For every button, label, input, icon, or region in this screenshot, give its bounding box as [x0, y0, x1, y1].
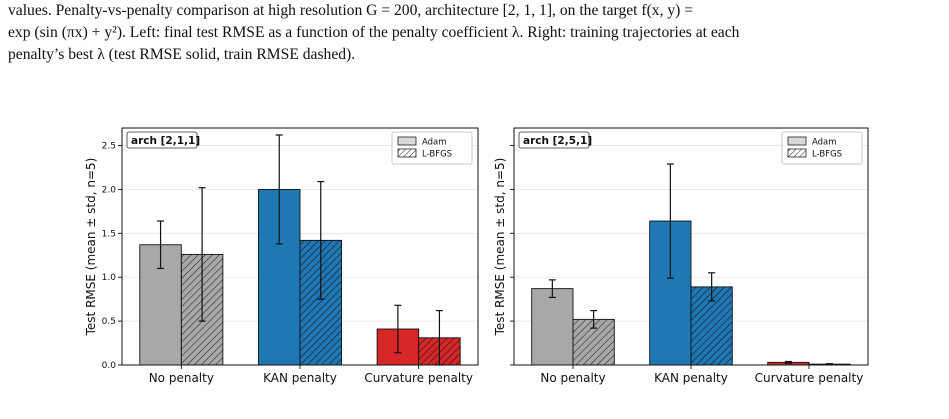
axes-frame — [513, 127, 869, 366]
panel-label-box — [126, 131, 198, 149]
y-axis-label: Test RMSE (mean ± std, n=5) — [84, 158, 98, 337]
legend-label-l-bfgs: L-BFGS — [812, 150, 842, 160]
x-tick-label: No penalty — [149, 371, 214, 385]
caption-line-3: penalty’s best λ (test RMSE solid, train… — [8, 46, 356, 63]
y-tick-label: 1.5 — [102, 229, 116, 239]
x-tick-label: No penalty — [540, 371, 605, 385]
caption-line-2: exp (sin (πx) + y²). Left: final test RM… — [8, 24, 740, 41]
y-tick-label: 1.0 — [102, 273, 117, 283]
x-tick-label: KAN penalty — [654, 371, 728, 385]
axes-frame — [121, 127, 479, 366]
legend-swatch-adam — [787, 136, 807, 146]
y-tick-label: 2.5 — [102, 142, 116, 152]
panel-label: arch [2,5,1] — [523, 135, 592, 147]
x-tick-label: Curvature penalty — [755, 371, 864, 385]
legend-label-l-bfgs: L-BFGS — [422, 150, 452, 160]
caption-line-1: values. Penalty-vs-penalty comparison at… — [8, 2, 694, 19]
legend-swatch-adam — [397, 136, 417, 146]
panel-label-box — [518, 131, 590, 149]
bar-adam-1 — [531, 288, 574, 366]
chart-panel-2: No penalty KAN penalty Curvature penalty Te… — [493, 127, 869, 385]
y-axis-label: Test RMSE (mean ± std, n=5) — [493, 158, 507, 337]
y-tick-label: 0.0 — [102, 361, 117, 371]
chart-panel-1: No penalty KAN penalty Curvature penalty 0.… — [84, 127, 479, 385]
y-tick-label: 2.0 — [102, 185, 117, 195]
figure-caption: values. Penalty-vs-penalty comparison at… — [8, 0, 944, 66]
panel-label: arch [2,1,1] — [131, 135, 200, 147]
x-tick-label: KAN penalty — [263, 371, 337, 385]
legend-label-adam: Adam — [812, 138, 837, 148]
y-tick-label: 0.5 — [102, 317, 116, 327]
legend-swatch-l-bfgs — [397, 148, 417, 158]
x-tick-label: Curvature penalty — [364, 371, 473, 385]
legend-label-adam: Adam — [422, 138, 447, 148]
legend-swatch-l-bfgs — [787, 148, 807, 158]
